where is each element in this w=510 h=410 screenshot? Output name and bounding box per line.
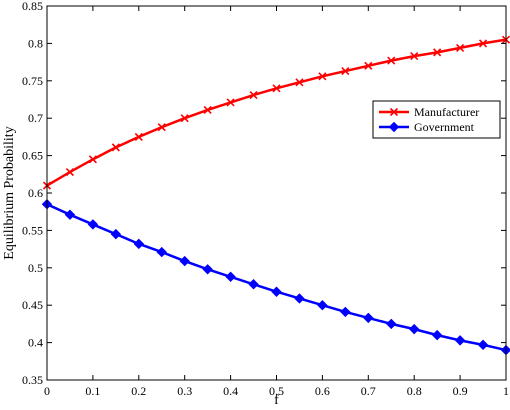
x-tick-label: 0.5	[269, 384, 284, 398]
plot-background	[47, 6, 506, 380]
data-point	[387, 56, 396, 65]
x-tick-label: 0.3	[177, 384, 192, 398]
data-point	[156, 246, 167, 258]
legend-marker	[389, 107, 399, 117]
data-point	[249, 90, 258, 100]
x-tick-label: 0.7	[361, 384, 376, 398]
data-point	[363, 312, 374, 324]
x-tick-label: 0.8	[407, 384, 422, 398]
series-government	[41, 199, 510, 356]
data-point	[271, 286, 282, 297]
y-tick-label: 0.85	[22, 0, 43, 13]
data-point	[180, 114, 189, 123]
data-point	[341, 67, 350, 76]
y-tick-label: 0.65	[22, 149, 43, 163]
data-point	[318, 72, 327, 81]
data-point	[431, 329, 443, 341]
y-tick-label: 0.8	[28, 36, 43, 50]
x-axis-title: f	[274, 393, 279, 408]
data-point	[433, 48, 442, 57]
legend-item-government: Government	[379, 120, 475, 134]
data-point	[65, 167, 75, 177]
data-point	[477, 339, 489, 351]
data-point	[295, 78, 304, 87]
data-point	[478, 39, 488, 48]
data-point	[203, 105, 212, 115]
data-point	[340, 306, 351, 318]
y-axis-title: Equilibrium Probability	[2, 126, 17, 259]
data-point	[87, 219, 99, 230]
y-tick-label: 0.7	[28, 111, 43, 125]
data-point	[179, 255, 190, 267]
x-tick-label: 0.6	[315, 384, 330, 398]
series-layer	[41, 35, 510, 356]
x-tick-label: 1	[503, 384, 509, 398]
data-point	[202, 264, 213, 275]
data-point	[225, 271, 236, 282]
data-point	[133, 238, 145, 250]
y-tick-label: 0.45	[22, 298, 43, 312]
x-tick-label: 0.4	[223, 384, 238, 398]
legend-marker	[388, 121, 400, 133]
x-tick-label: 0.2	[131, 384, 146, 398]
y-tick-label: 0.6	[28, 186, 43, 200]
legend-item-manufacturer: Manufacturer	[379, 105, 479, 119]
data-point	[408, 323, 420, 335]
y-tick-label: 0.75	[22, 74, 43, 88]
legend-label: Manufacturer	[414, 105, 479, 119]
data-point	[317, 299, 328, 311]
y-tick-label: 0.35	[22, 373, 43, 387]
x-tick-label: 0.1	[85, 384, 100, 398]
data-point	[111, 143, 120, 152]
data-point	[364, 61, 373, 70]
data-point	[226, 98, 235, 107]
data-point	[456, 43, 465, 52]
data-point	[134, 132, 143, 141]
x-tick-label: 0.9	[453, 384, 468, 398]
data-point	[248, 279, 259, 290]
x-tick-label: 0	[44, 384, 50, 398]
data-point	[294, 293, 305, 304]
data-point	[386, 318, 397, 330]
data-point	[88, 155, 97, 164]
data-point	[454, 335, 466, 346]
plot-area	[47, 6, 506, 380]
legend-label: Government	[414, 120, 475, 134]
data-point	[410, 52, 419, 61]
series-manufacturer	[42, 35, 510, 190]
data-point	[64, 209, 76, 220]
tick-layer: 0 0.1 0.2 0.3 0.4 0.5 0.6 0.7 0.8 0.9 1 0.35 0.4 0.45…	[22, 0, 509, 398]
y-tick-label: 0.4	[28, 336, 43, 350]
y-tick-label: 0.55	[22, 223, 43, 237]
data-point	[110, 228, 122, 240]
data-point	[157, 123, 166, 132]
y-tick-label: 0.5	[28, 261, 43, 275]
data-point	[272, 84, 281, 93]
